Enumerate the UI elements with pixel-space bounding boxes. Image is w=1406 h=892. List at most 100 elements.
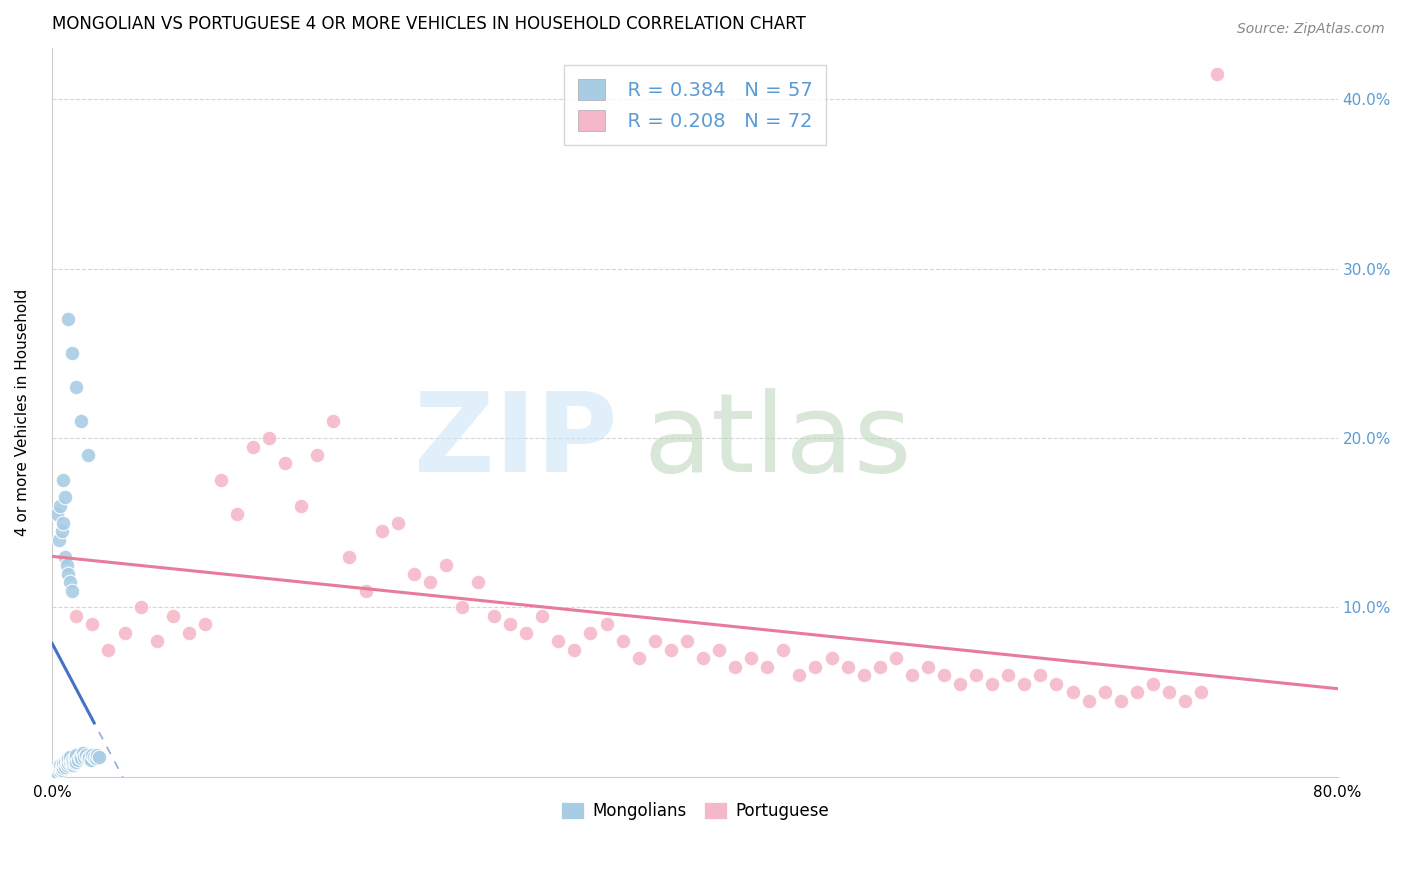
Point — [162, 609, 184, 624]
Point — [63, 756, 86, 771]
Point — [547, 634, 569, 648]
Point — [515, 626, 537, 640]
Point — [65, 755, 87, 769]
Point — [1174, 693, 1197, 707]
Point — [49, 761, 72, 775]
Point — [145, 634, 167, 648]
Point — [65, 747, 87, 762]
Text: Source: ZipAtlas.com: Source: ZipAtlas.com — [1237, 22, 1385, 37]
Point — [1189, 685, 1212, 699]
Point — [451, 600, 474, 615]
Point — [129, 600, 152, 615]
Point — [48, 763, 70, 777]
Point — [869, 659, 891, 673]
Point — [692, 651, 714, 665]
Point — [595, 617, 617, 632]
Point — [852, 668, 875, 682]
Point — [724, 659, 747, 673]
Point — [257, 431, 280, 445]
Point — [62, 755, 84, 769]
Point — [51, 524, 73, 539]
Point — [965, 668, 987, 682]
Point — [290, 499, 312, 513]
Point — [370, 524, 392, 539]
Point — [52, 761, 75, 775]
Point — [52, 474, 75, 488]
Point — [434, 558, 457, 573]
Point — [46, 508, 69, 522]
Point — [70, 751, 93, 765]
Point — [76, 448, 98, 462]
Point — [53, 760, 76, 774]
Point — [65, 380, 87, 394]
Point — [531, 609, 554, 624]
Point — [59, 749, 82, 764]
Text: MONGOLIAN VS PORTUGUESE 4 OR MORE VEHICLES IN HOUSEHOLD CORRELATION CHART: MONGOLIAN VS PORTUGUESE 4 OR MORE VEHICL… — [52, 15, 806, 33]
Point — [53, 491, 76, 505]
Point — [707, 642, 730, 657]
Point — [627, 651, 650, 665]
Point — [65, 609, 87, 624]
Point — [58, 756, 80, 771]
Point — [1142, 676, 1164, 690]
Point — [177, 626, 200, 640]
Point — [1126, 685, 1149, 699]
Point — [46, 764, 69, 779]
Point — [1077, 693, 1099, 707]
Point — [97, 642, 120, 657]
Point — [77, 749, 100, 764]
Point — [80, 753, 103, 767]
Point — [51, 763, 73, 777]
Point — [53, 549, 76, 564]
Point — [60, 753, 83, 767]
Point — [73, 749, 96, 764]
Point — [53, 755, 76, 769]
Point — [75, 747, 97, 762]
Point — [467, 575, 489, 590]
Point — [354, 583, 377, 598]
Point — [59, 755, 82, 769]
Point — [901, 668, 924, 682]
Point — [114, 626, 136, 640]
Point — [644, 634, 666, 648]
Point — [55, 558, 77, 573]
Point — [612, 634, 634, 648]
Point — [226, 508, 249, 522]
Point — [44, 766, 66, 780]
Point — [242, 440, 264, 454]
Point — [58, 312, 80, 326]
Point — [72, 746, 94, 760]
Point — [63, 751, 86, 765]
Point — [274, 457, 297, 471]
Point — [1157, 685, 1180, 699]
Y-axis label: 4 or more Vehicles in Household: 4 or more Vehicles in Household — [15, 289, 30, 536]
Point — [1045, 676, 1067, 690]
Point — [83, 749, 105, 764]
Point — [499, 617, 522, 632]
Point — [66, 753, 89, 767]
Point — [52, 756, 75, 771]
Point — [884, 651, 907, 665]
Point — [307, 448, 329, 462]
Point — [55, 758, 77, 772]
Point — [419, 575, 441, 590]
Point — [997, 668, 1019, 682]
Point — [70, 414, 93, 428]
Point — [676, 634, 699, 648]
Point — [209, 474, 232, 488]
Point — [51, 760, 73, 774]
Point — [194, 617, 217, 632]
Point — [84, 751, 107, 765]
Point — [82, 617, 104, 632]
Point — [339, 549, 361, 564]
Text: ZIP: ZIP — [415, 388, 617, 495]
Point — [69, 749, 91, 764]
Point — [981, 676, 1004, 690]
Point — [1029, 668, 1052, 682]
Point — [60, 583, 83, 598]
Point — [60, 346, 83, 360]
Point — [659, 642, 682, 657]
Point — [59, 575, 82, 590]
Point — [55, 753, 77, 767]
Point — [1109, 693, 1132, 707]
